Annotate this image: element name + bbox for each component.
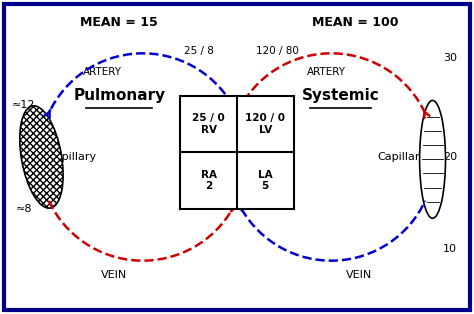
Text: LA
5: LA 5: [258, 170, 273, 191]
Text: MEAN = 15: MEAN = 15: [80, 16, 158, 29]
Text: Systemic: Systemic: [302, 88, 380, 103]
Text: Capillary: Capillary: [377, 152, 427, 162]
Text: ≈12: ≈12: [12, 100, 36, 110]
Text: Capillary: Capillary: [47, 152, 97, 162]
Text: VEIN: VEIN: [346, 270, 373, 280]
Ellipse shape: [20, 106, 63, 208]
Text: ≈8: ≈8: [16, 204, 32, 214]
Text: 10: 10: [443, 244, 457, 254]
Text: ARTERY: ARTERY: [83, 67, 122, 77]
Bar: [181, 96, 293, 209]
Text: 120 / 0
LV: 120 / 0 LV: [245, 113, 285, 135]
Text: ARTERY: ARTERY: [307, 67, 346, 77]
Text: 20: 20: [443, 152, 457, 162]
Text: MEAN = 100: MEAN = 100: [311, 16, 398, 29]
Text: 30: 30: [443, 53, 457, 63]
Ellipse shape: [419, 100, 446, 218]
Text: VEIN: VEIN: [101, 270, 128, 280]
Text: 120 / 80: 120 / 80: [255, 46, 299, 56]
Text: 25 / 8: 25 / 8: [184, 46, 214, 56]
Text: Pulmonary: Pulmonary: [73, 88, 165, 103]
Text: RA
2: RA 2: [201, 170, 217, 191]
Text: 25 / 0
RV: 25 / 0 RV: [192, 113, 225, 135]
